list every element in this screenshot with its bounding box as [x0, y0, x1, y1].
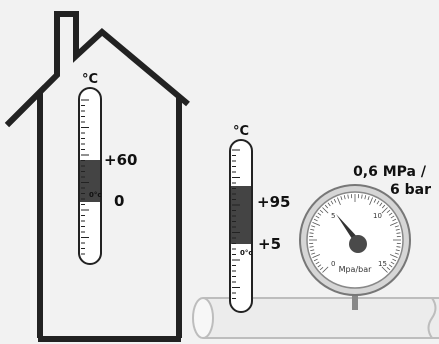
gauge-tick — [386, 266, 391, 271]
gauge-tick — [396, 246, 401, 248]
gauge-tick — [310, 228, 315, 231]
pressure-rating-line2: 6 bar — [390, 182, 431, 198]
house-thermometer-high: +60 — [104, 151, 138, 169]
gauge-tick — [361, 194, 363, 199]
gauge-tick — [347, 194, 349, 199]
gauge-tick — [381, 207, 388, 214]
pipe-thermometer-unit: °C — [233, 124, 250, 139]
gauge-tick — [317, 212, 322, 216]
gauge-tick — [376, 200, 380, 205]
gauge-tick — [313, 218, 318, 222]
house-thermometer — [78, 87, 102, 265]
gauge-tick — [311, 252, 316, 255]
gauge-tick — [367, 196, 370, 201]
gauge-tick — [395, 249, 400, 252]
gauge-tick — [394, 252, 399, 255]
gauge-tick — [315, 261, 320, 265]
gauge-tick — [310, 249, 315, 252]
gauge-tick — [390, 261, 395, 265]
gauge-tick — [312, 254, 321, 258]
gauge-tick — [340, 196, 343, 201]
gauge-tick — [392, 218, 397, 222]
pressure-rating-line1: 0,6 MPa / — [353, 164, 426, 180]
gauge-tick — [333, 198, 337, 203]
gauge-tick-label-5: 5 — [331, 212, 335, 220]
gauge-tick — [388, 264, 393, 268]
gauge-tick — [381, 266, 388, 273]
pipe-thermometer-low: +5 — [258, 235, 282, 253]
pressure-gauge: 0 5 10 15 Mpa/bar — [299, 184, 411, 310]
gauge-tick — [386, 209, 391, 214]
gauge-tick — [390, 215, 395, 219]
pipe-thermometer-range-band — [231, 186, 251, 244]
gauge-tick — [364, 195, 367, 200]
gauge-tick-label-15: 15 — [378, 260, 387, 268]
gauge-tick — [309, 232, 314, 234]
gauge-tick — [343, 195, 346, 200]
house-thermometer-unit: °C — [82, 72, 99, 87]
gauge-tick — [317, 264, 322, 268]
house-thermometer-low: 0 — [114, 192, 125, 210]
gauge-tick-label-0: 0 — [331, 260, 335, 268]
gauge-dial-unit: Mpa/bar — [339, 265, 373, 274]
house-thermometer-scale — [81, 99, 89, 255]
gauge-tick — [395, 228, 400, 231]
gauge-tick — [381, 204, 386, 209]
gauge-tick — [313, 258, 318, 262]
pipe-thermometer — [229, 139, 253, 313]
gauge-tick — [324, 204, 329, 209]
gauge-tick — [373, 198, 377, 203]
gauge-tick — [389, 222, 398, 226]
house-thermometer-zero-mark: 0°c — [89, 191, 102, 199]
gauge-tick — [379, 202, 383, 207]
gauge-tick — [327, 202, 331, 207]
house-thermometer-range-band — [80, 160, 100, 202]
gauge-tick — [315, 215, 320, 219]
gauge-tick — [319, 266, 324, 271]
gauge-tick — [394, 225, 399, 228]
gauge-tick — [392, 258, 397, 262]
gauge-tick — [311, 225, 316, 228]
gauge-tick — [312, 222, 321, 226]
gauge-tick — [389, 254, 398, 258]
pipe-thermometer-zero-mark: 0°c — [240, 249, 253, 257]
gauge-tick — [322, 207, 329, 214]
gauge-tick — [396, 232, 401, 234]
gauge-tick-label-10: 10 — [373, 212, 382, 220]
gauge-tick — [322, 266, 329, 273]
gauge-tick — [388, 212, 393, 216]
gauge-hub — [349, 235, 367, 253]
gauge-tick — [319, 209, 324, 214]
gauge-tick — [337, 197, 341, 206]
gauge-tick — [369, 197, 373, 206]
gauge-tick — [330, 200, 334, 205]
gauge-tick — [309, 246, 314, 248]
pipe-thermometer-high: +95 — [257, 193, 291, 211]
gauge-stem — [352, 290, 358, 310]
house-outline — [4, 11, 190, 342]
gauge-dial-ticks — [309, 194, 401, 273]
pipe-thermometer-scale — [232, 149, 240, 299]
